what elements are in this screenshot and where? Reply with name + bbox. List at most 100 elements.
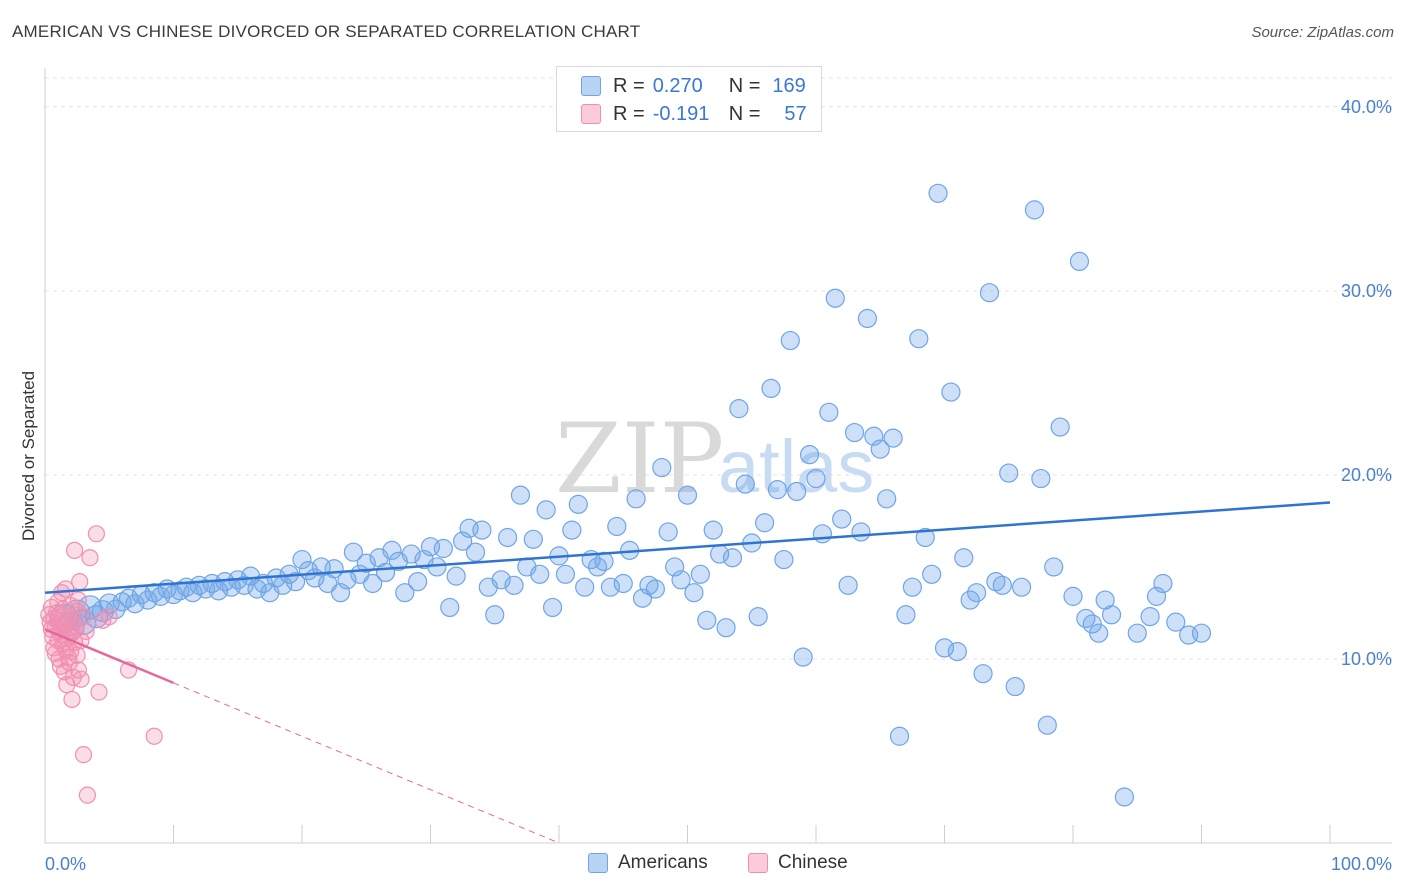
x-tick-label: 0.0% xyxy=(45,854,86,874)
chinese-point xyxy=(100,608,118,626)
chinese-point xyxy=(71,573,89,591)
legend-swatch-pink xyxy=(748,853,768,873)
americans-point xyxy=(555,564,576,584)
legend-swatch-pink xyxy=(581,104,601,124)
americans-point xyxy=(498,527,518,548)
americans-point xyxy=(902,577,922,597)
americans-point xyxy=(1140,607,1160,627)
americans-point xyxy=(954,548,974,568)
legend-n-label: N = xyxy=(728,74,761,97)
americans-point xyxy=(896,605,916,625)
americans-point xyxy=(967,583,987,603)
chinese-point xyxy=(77,622,95,640)
legend-r-value: -0.191 xyxy=(652,102,710,125)
americans-point xyxy=(427,557,447,577)
chinese-point xyxy=(78,786,97,804)
axes xyxy=(44,68,1392,844)
americans-point xyxy=(947,641,967,662)
americans-point xyxy=(999,463,1019,483)
americans-point xyxy=(645,579,665,599)
chinese-points xyxy=(40,525,163,804)
chinese-point xyxy=(68,646,86,664)
americans-point xyxy=(722,548,743,568)
americans-point xyxy=(992,575,1012,595)
legend-chinese: Chinese xyxy=(748,852,848,874)
y-tick-label: 30.0% xyxy=(1341,281,1392,301)
source-label: Source: ZipAtlas.com xyxy=(1251,24,1394,41)
americans-point xyxy=(838,575,858,595)
americans-point xyxy=(607,516,627,537)
americans-point xyxy=(973,664,993,684)
americans-point xyxy=(408,572,428,592)
americans-point xyxy=(677,485,698,505)
americans-point xyxy=(767,480,788,500)
americans-point xyxy=(1069,251,1090,272)
americans-point xyxy=(934,638,955,658)
chinese-point xyxy=(74,608,93,626)
americans-point xyxy=(1114,787,1135,807)
americans-point xyxy=(446,566,466,586)
americans-point xyxy=(703,520,723,540)
americans-point xyxy=(799,445,820,465)
americans-point xyxy=(909,329,929,349)
americans-point xyxy=(530,564,550,584)
americans-point xyxy=(697,610,717,630)
americans-point xyxy=(562,520,582,540)
americans-point xyxy=(812,524,833,544)
americans-point xyxy=(928,183,948,203)
y-tick-label: 40.0% xyxy=(1341,97,1392,117)
americans-point xyxy=(1063,586,1083,606)
americans-point xyxy=(851,522,871,542)
legend-row-chinese: R = -0.191 N = 57 xyxy=(581,101,807,127)
americans-point xyxy=(922,564,942,584)
americans-point xyxy=(780,330,800,351)
americans-point xyxy=(382,540,402,560)
americans-point xyxy=(575,577,595,597)
legend-n-value: 57 xyxy=(784,102,807,125)
americans-point xyxy=(857,308,878,329)
chinese-point xyxy=(72,670,90,688)
americans-point xyxy=(754,513,775,533)
chinese-point xyxy=(74,746,93,764)
americans-point xyxy=(889,726,910,746)
legend-r-value: 0.270 xyxy=(652,74,703,97)
legend-row-americans: R = 0.270 N = 169 xyxy=(581,73,806,99)
legend-r-label: R = xyxy=(613,74,645,97)
legend-swatch-blue xyxy=(588,853,608,873)
chinese-trend-extension xyxy=(173,682,560,844)
americans-point xyxy=(1005,676,1025,697)
americans-point xyxy=(504,575,524,595)
chart-title: AMERICAN VS CHINESE DIVORCED OR SEPARATE… xyxy=(12,22,641,41)
americans-point xyxy=(825,288,845,308)
americans-point xyxy=(671,570,691,590)
americans-point xyxy=(658,522,678,542)
americans-point xyxy=(870,439,890,459)
stats-legend: R = 0.270 N = 169 R = -0.191 N = 57 xyxy=(556,66,822,132)
americans-point xyxy=(639,575,659,595)
americans-point xyxy=(1166,612,1186,632)
legend-swatch-blue xyxy=(581,76,601,96)
trend-lines xyxy=(44,501,1331,844)
chinese-point xyxy=(81,549,99,567)
chinese-point xyxy=(145,727,163,745)
americans-point xyxy=(568,494,588,514)
americans-point xyxy=(433,538,453,559)
americans-point xyxy=(183,583,203,603)
x-tick-label: 100.0% xyxy=(1331,854,1392,874)
y-tick-label: 20.0% xyxy=(1341,465,1392,485)
americans-point xyxy=(395,583,415,603)
americans-point xyxy=(735,474,755,494)
americans-point xyxy=(652,457,672,478)
americans-point xyxy=(138,590,158,610)
americans-point xyxy=(1153,573,1173,594)
y-tick-labels: 10.0% 20.0% 30.0% 40.0% xyxy=(1341,97,1392,669)
americans-point xyxy=(729,399,749,419)
chinese-point xyxy=(90,683,108,701)
americans-point xyxy=(600,577,621,597)
americans-point xyxy=(716,618,736,638)
americans-point xyxy=(542,597,563,618)
americans-point xyxy=(144,583,164,603)
americans-point xyxy=(793,647,813,667)
americans-point xyxy=(774,549,794,570)
chinese-point xyxy=(56,580,75,598)
